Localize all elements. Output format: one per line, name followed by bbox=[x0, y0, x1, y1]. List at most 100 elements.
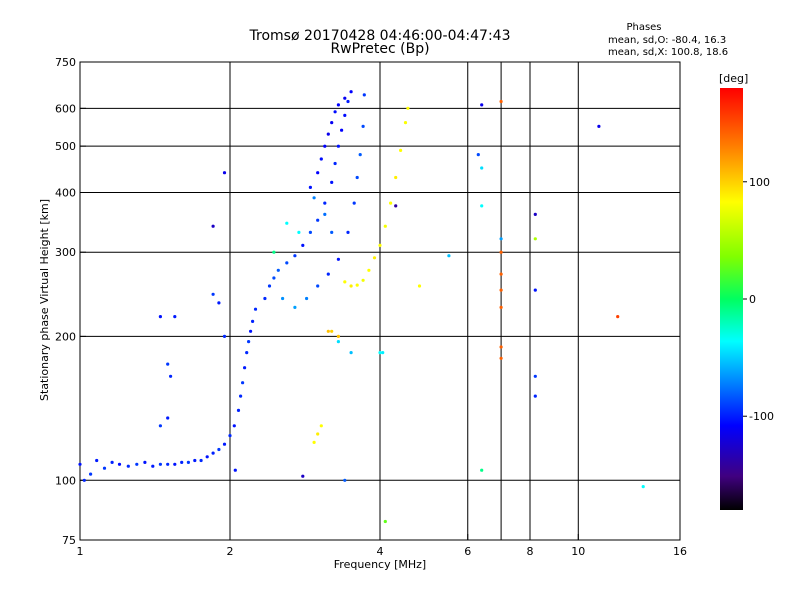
data-point bbox=[293, 254, 297, 258]
data-point bbox=[276, 268, 280, 272]
data-point bbox=[499, 99, 503, 104]
data-point bbox=[158, 462, 162, 466]
data-point bbox=[285, 261, 289, 265]
data-point bbox=[308, 230, 312, 234]
data-point bbox=[616, 315, 620, 319]
data-point bbox=[222, 442, 227, 446]
data-point bbox=[383, 224, 387, 228]
data-point bbox=[199, 458, 203, 463]
data-point bbox=[381, 351, 385, 355]
data-point bbox=[173, 315, 177, 319]
data-point bbox=[346, 230, 350, 234]
data-point bbox=[499, 305, 503, 309]
data-point bbox=[205, 455, 209, 459]
data-point bbox=[389, 201, 393, 205]
data-point bbox=[319, 157, 323, 161]
data-point bbox=[349, 284, 353, 288]
data-point bbox=[361, 278, 365, 282]
data-point bbox=[158, 315, 162, 319]
colorbar-label: [deg] bbox=[719, 72, 748, 85]
data-point bbox=[297, 230, 301, 234]
y-tick-label: 600 bbox=[55, 102, 76, 115]
colorbar bbox=[720, 88, 743, 510]
y-tick-label: 100 bbox=[55, 474, 76, 487]
data-point bbox=[263, 296, 267, 301]
data-point bbox=[211, 292, 215, 296]
data-point bbox=[480, 204, 484, 208]
y-tick-label: 200 bbox=[55, 330, 76, 343]
data-point bbox=[78, 462, 82, 466]
data-point bbox=[343, 96, 347, 100]
data-point bbox=[222, 171, 227, 175]
y-axis-label: Stationary phase Virtual Height [km] bbox=[38, 199, 51, 401]
data-point bbox=[326, 132, 330, 136]
data-point bbox=[372, 256, 377, 260]
data-point bbox=[358, 153, 362, 157]
data-point bbox=[355, 175, 359, 180]
data-point bbox=[169, 374, 173, 378]
data-point bbox=[180, 460, 184, 464]
data-point bbox=[323, 201, 327, 205]
data-point bbox=[480, 166, 484, 170]
x-tick-label: 10 bbox=[571, 545, 585, 558]
data-point bbox=[301, 243, 305, 247]
data-point bbox=[293, 305, 297, 309]
data-point bbox=[228, 434, 232, 438]
data-point bbox=[378, 243, 382, 247]
data-point bbox=[239, 394, 243, 398]
x-axis-label: Frequency [MHz] bbox=[334, 558, 426, 571]
data-point bbox=[102, 466, 107, 470]
data-point bbox=[330, 180, 334, 184]
data-point bbox=[166, 416, 170, 420]
data-point bbox=[319, 424, 323, 428]
data-point bbox=[333, 110, 337, 114]
data-point bbox=[326, 329, 330, 333]
data-point bbox=[272, 276, 276, 280]
data-point bbox=[173, 462, 177, 466]
data-point bbox=[447, 254, 451, 258]
data-point bbox=[336, 144, 340, 148]
data-point bbox=[336, 334, 340, 338]
colorbar-tick-label: 0 bbox=[749, 293, 756, 306]
colorbar-ticks: 100 0 -100 bbox=[743, 176, 774, 423]
data-point bbox=[499, 272, 503, 276]
colorbar-tick-label: -100 bbox=[749, 410, 774, 423]
data-point bbox=[323, 212, 327, 216]
data-point bbox=[499, 356, 503, 360]
x-tick-label: 16 bbox=[673, 545, 687, 558]
x-tick-label: 1 bbox=[77, 545, 84, 558]
axis-ticks: 1 2 4 6 8 10 16 75 100 200 300 400 500 600 750 bbox=[55, 56, 687, 558]
data-point bbox=[135, 462, 139, 466]
x-tick-label: 6 bbox=[464, 545, 471, 558]
data-point bbox=[336, 103, 340, 107]
data-point bbox=[343, 478, 347, 482]
data-point bbox=[82, 478, 86, 482]
data-point bbox=[343, 113, 347, 117]
data-point bbox=[399, 148, 403, 152]
chart-subtitle: RwPretec (Bp) bbox=[330, 41, 429, 57]
stats-o-line: mean, sd,O: -80.4, 16.3 bbox=[608, 35, 726, 46]
x-tick-label: 2 bbox=[227, 545, 234, 558]
x-tick-label: 8 bbox=[527, 545, 534, 558]
data-point bbox=[533, 394, 537, 398]
data-point bbox=[126, 464, 130, 468]
data-point bbox=[336, 340, 340, 344]
stats-heading: Phases bbox=[626, 22, 661, 33]
data-point bbox=[236, 408, 241, 412]
data-point bbox=[312, 196, 316, 200]
data-point bbox=[249, 329, 253, 333]
data-point bbox=[312, 440, 316, 444]
data-point bbox=[394, 175, 398, 180]
data-point bbox=[89, 472, 93, 476]
data-point bbox=[166, 462, 170, 466]
data-point bbox=[480, 103, 484, 107]
data-point bbox=[330, 121, 334, 125]
data-point bbox=[330, 329, 334, 333]
data-point bbox=[383, 519, 387, 524]
data-point bbox=[480, 468, 484, 472]
data-point bbox=[403, 121, 408, 125]
data-point bbox=[308, 185, 312, 189]
data-point bbox=[326, 272, 330, 276]
data-point bbox=[253, 307, 258, 311]
data-point bbox=[367, 268, 371, 272]
